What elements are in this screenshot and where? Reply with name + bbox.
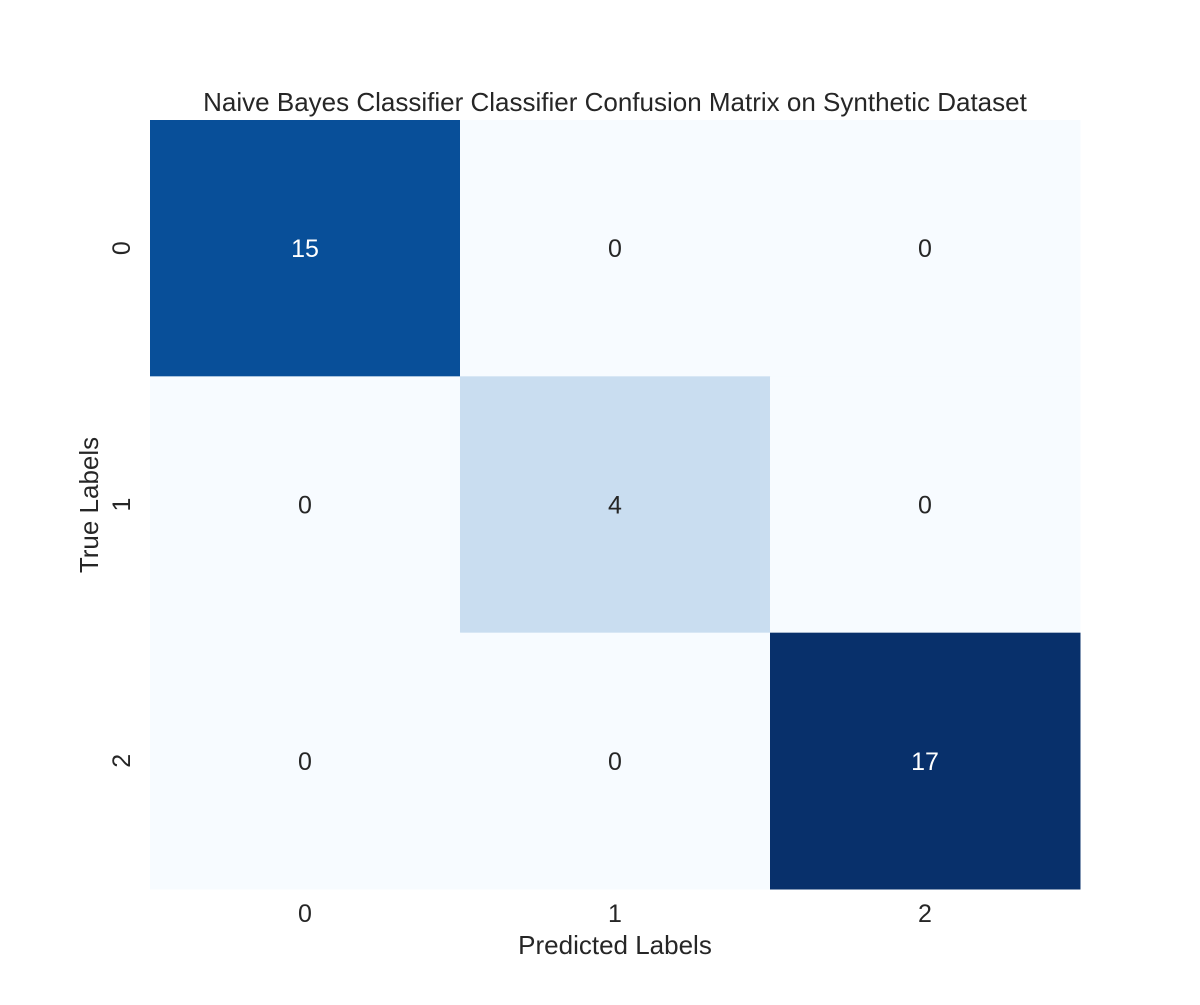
heatmap-cell-1-1 bbox=[460, 376, 771, 634]
y-tick-label-1: 1 bbox=[108, 498, 136, 512]
cell-value-1-1: 4 bbox=[608, 492, 622, 520]
heatmap-cell-1-0 bbox=[150, 376, 461, 634]
cell-value-1-0: 0 bbox=[298, 492, 312, 520]
y-axis-label: True Labels bbox=[74, 437, 104, 573]
heatmap-cell-2-0 bbox=[150, 632, 461, 890]
cell-value-2-0: 0 bbox=[298, 748, 312, 776]
x-tick-label-1: 1 bbox=[608, 900, 622, 928]
cell-value-0-1: 0 bbox=[608, 235, 622, 263]
cell-value-1-2: 0 bbox=[918, 492, 932, 520]
x-axis-ticks: 0 1 2 bbox=[298, 900, 932, 928]
heatmap-cell-0-1 bbox=[460, 120, 771, 377]
heatmap-cell-2-2 bbox=[770, 632, 1081, 890]
x-tick-label-2: 2 bbox=[918, 900, 932, 928]
heatmap-cell-0-0 bbox=[150, 120, 461, 377]
cell-value-0-2: 0 bbox=[918, 235, 932, 263]
cell-value-2-2: 17 bbox=[911, 748, 939, 776]
y-tick-label-2: 2 bbox=[108, 754, 136, 768]
heatmap-cell-0-2 bbox=[770, 120, 1081, 377]
y-tick-label-0: 0 bbox=[108, 241, 136, 255]
heatmap-cell-2-1 bbox=[460, 632, 771, 890]
heatmap-cell-labels: 15 0 0 0 4 0 0 0 17 bbox=[291, 235, 939, 776]
cell-value-0-0: 15 bbox=[291, 235, 319, 263]
x-axis-label: Predicted Labels bbox=[518, 930, 712, 960]
cell-value-2-1: 0 bbox=[608, 748, 622, 776]
chart-title: Naive Bayes Classifier Classifier Confus… bbox=[203, 87, 1027, 117]
heatmap-cell-1-2 bbox=[770, 376, 1081, 634]
x-tick-label-0: 0 bbox=[298, 900, 312, 928]
heatmap-cells bbox=[150, 120, 1081, 890]
y-axis-ticks: 0 1 2 bbox=[108, 241, 136, 768]
